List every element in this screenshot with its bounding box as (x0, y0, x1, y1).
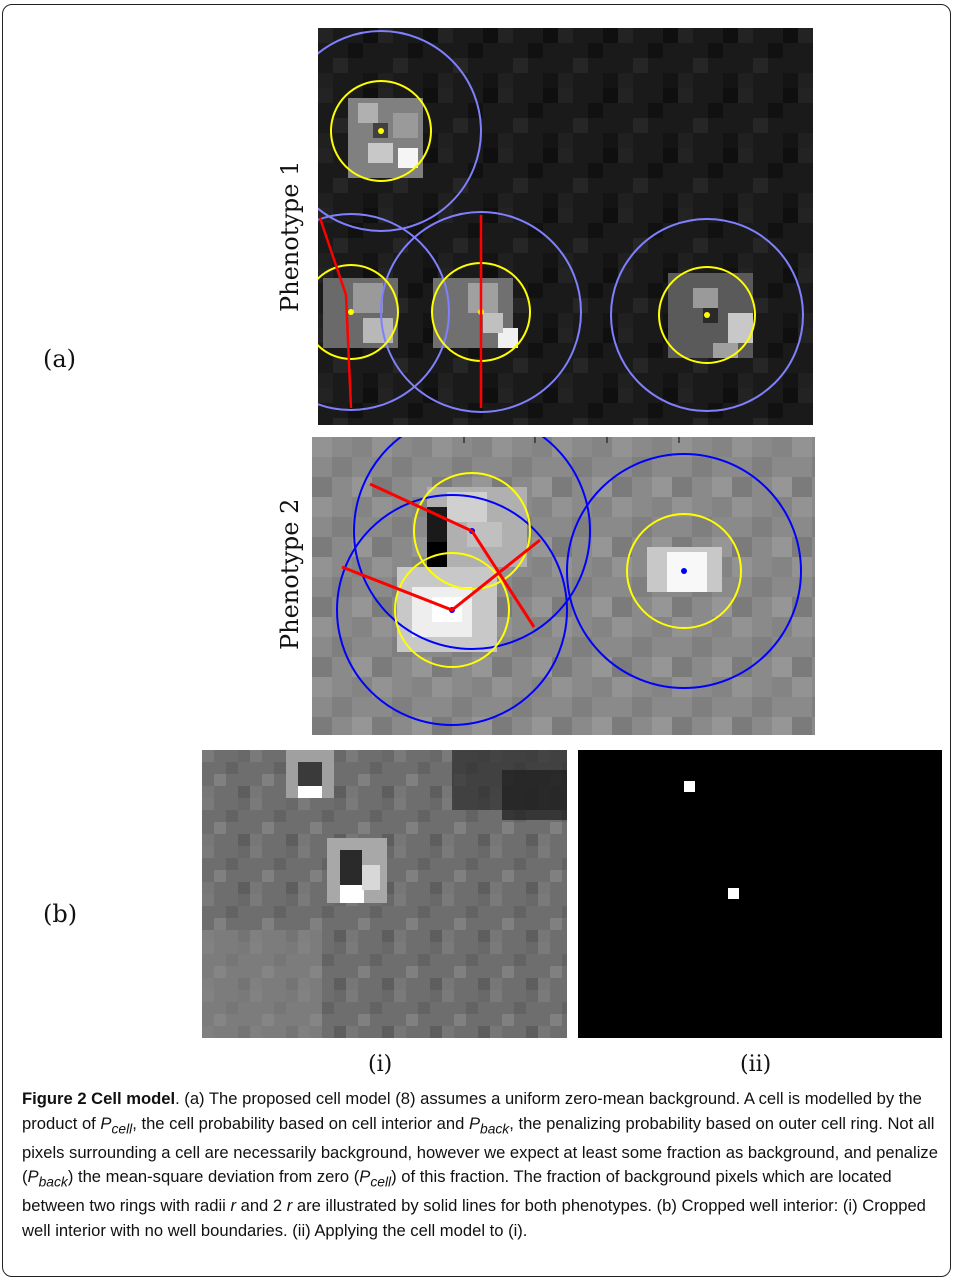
inner-ring (318, 264, 399, 360)
cropped-well-image (202, 750, 567, 1038)
outer-ring (336, 494, 568, 726)
ring-cell-middle (327, 838, 387, 903)
panel-a-label: (a) (43, 345, 77, 373)
cell-blob-2 (323, 278, 398, 348)
detected-cell-marker (684, 781, 695, 792)
inner-ring (658, 266, 756, 364)
panel-b-label: (b) (43, 900, 78, 928)
cell-blob-1 (348, 98, 423, 178)
outer-ring (380, 211, 582, 413)
outer-ring (610, 218, 804, 412)
inner-ring (413, 472, 531, 590)
outer-ring (318, 30, 482, 232)
figure-frame (2, 4, 951, 1277)
cell-model-result-image (578, 750, 942, 1038)
phenotype-2-image (312, 437, 815, 735)
cell-blob-4 (668, 273, 753, 358)
divider-line (341, 538, 541, 612)
sub-i-label: (i) (368, 1052, 393, 1077)
phenotype-1-label: Phenotype 1 (276, 160, 304, 312)
outer-ring (353, 437, 591, 650)
outer-ring (318, 213, 450, 411)
detected-cell-marker (728, 888, 739, 899)
caption-title: Figure 2 Cell model (22, 1089, 176, 1108)
sub-ii-label: (ii) (740, 1052, 772, 1077)
cell-blob-3 (433, 278, 518, 348)
phenotype-1-image (318, 28, 813, 425)
inner-ring (394, 552, 510, 668)
figure-caption: Figure 2 Cell model. (a) The proposed ce… (22, 1089, 938, 1240)
divider-line (318, 217, 353, 409)
outer-ring (566, 453, 802, 689)
cell-blob-5 (427, 487, 527, 567)
divider-line (369, 482, 536, 628)
inner-ring (330, 80, 432, 182)
phenotype-2-label: Phenotype 2 (276, 498, 304, 650)
ring-cell-top (286, 750, 334, 798)
inner-ring (626, 513, 742, 629)
